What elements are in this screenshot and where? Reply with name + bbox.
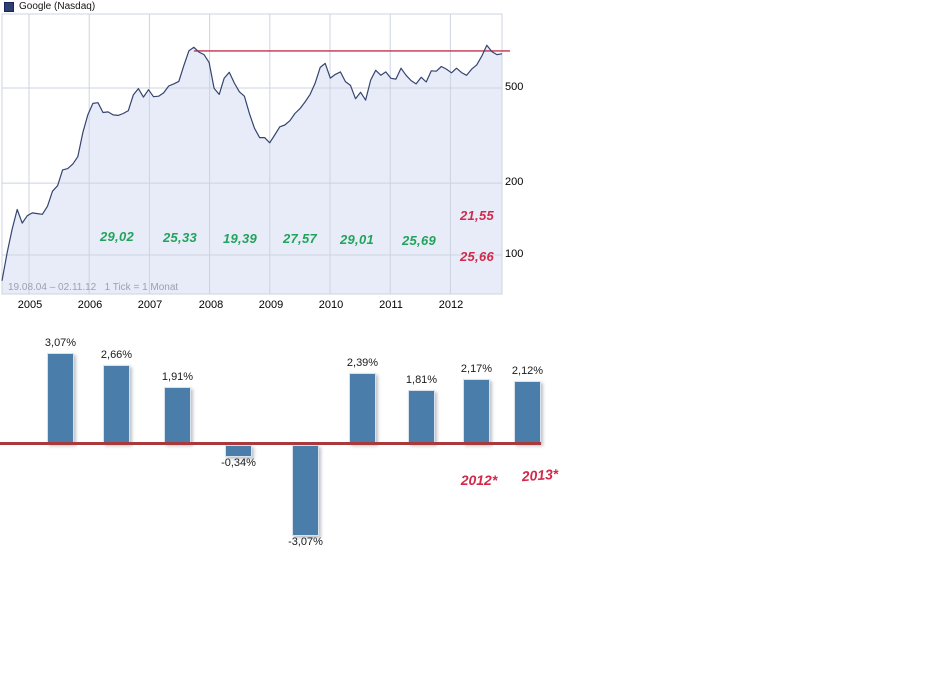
estimate-year-label: 2013* bbox=[521, 465, 559, 485]
x-tick-label: 2006 bbox=[77, 299, 103, 311]
bar-value-label: 3,07% bbox=[44, 337, 77, 349]
y-tick-label: 200 bbox=[505, 176, 524, 188]
bar-value-label: 2,39% bbox=[346, 357, 379, 369]
kgv-value-green: 29,01 bbox=[339, 232, 375, 247]
bar bbox=[103, 365, 130, 444]
bar bbox=[47, 353, 74, 444]
x-tick-label: 2011 bbox=[379, 299, 403, 311]
x-tick-label: 2005 bbox=[17, 299, 43, 311]
kgv-value-green: 25,33 bbox=[162, 230, 198, 245]
price-line bbox=[1, 44, 503, 281]
bar-value-label: 1,81% bbox=[405, 374, 438, 386]
chart-title-row: Google (Nasdaq) bbox=[4, 1, 95, 12]
series-legend-icon bbox=[4, 1, 14, 12]
kgv-value-green: 25,69 bbox=[401, 233, 437, 248]
plot-border bbox=[1, 13, 503, 295]
bar bbox=[514, 381, 541, 444]
x-tick-label: 2007 bbox=[137, 299, 163, 311]
price-area-fill bbox=[2, 45, 502, 294]
chart-range-footer: 19.08.04 – 02.11.12 1 Tick = 1 Monat bbox=[8, 282, 179, 293]
bar-value-label: -3,07% bbox=[288, 536, 323, 548]
kgv-value-red-estimate: 25,66 bbox=[459, 249, 495, 264]
kgv-value-green: 29,02 bbox=[99, 229, 135, 244]
x-tick-label: 2009 bbox=[258, 299, 284, 311]
bar bbox=[164, 387, 191, 444]
zero-line bbox=[0, 442, 541, 445]
y-tick-label: 500 bbox=[505, 81, 524, 93]
kgv-value-green: 19,39 bbox=[222, 231, 258, 246]
bar-value-label: 2,66% bbox=[100, 349, 133, 361]
price-chart-svg bbox=[1, 13, 510, 295]
kgv-value-green: 27,57 bbox=[282, 231, 318, 246]
x-axis-labels: 2005 2006 2007 2008 2009 2010 2011 2012 bbox=[0, 299, 560, 313]
bar bbox=[292, 445, 319, 536]
bar bbox=[408, 390, 435, 444]
bar-value-label: 1,91% bbox=[161, 371, 194, 383]
y-tick-label: 100 bbox=[505, 248, 524, 260]
kgv-value-red-estimate: 21,55 bbox=[459, 208, 495, 223]
bar-value-label: 2,17% bbox=[460, 363, 493, 375]
bar-value-label: -0,34% bbox=[221, 457, 256, 469]
chart-title: Google (Nasdaq) bbox=[19, 1, 96, 12]
bar bbox=[463, 379, 490, 444]
x-tick-label: 2010 bbox=[318, 299, 344, 311]
bar bbox=[349, 373, 376, 444]
bar-value-label: 2,12% bbox=[511, 365, 544, 377]
bar bbox=[225, 445, 252, 457]
x-tick-label: 2012 bbox=[438, 299, 464, 311]
x-tick-label: 2008 bbox=[198, 299, 224, 311]
estimate-year-label: 2012* bbox=[460, 472, 498, 488]
y-axis-labels: 500 200 100 bbox=[505, 0, 545, 300]
